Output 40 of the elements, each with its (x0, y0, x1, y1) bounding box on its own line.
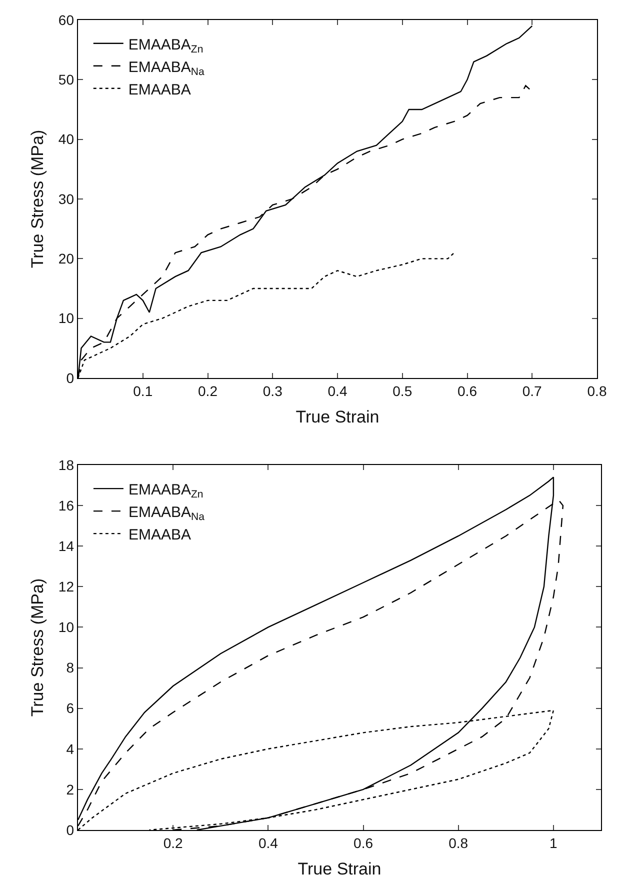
x-tick-label: 0.2 (163, 835, 184, 851)
x-tick-label: 0.6 (354, 835, 374, 851)
x-tick-label: 1 (550, 835, 558, 851)
x-axis-title: True Strain (298, 859, 382, 878)
x-tick-label: 0.4 (258, 835, 278, 851)
legend-label: EMAABA$_{Zn}$ (128, 36, 204, 56)
y-tick-label: 10 (58, 310, 74, 326)
x-tick-label: 0.8 (448, 835, 468, 851)
y-tick-label: 60 (58, 12, 74, 28)
y-tick-label: 16 (58, 497, 74, 514)
y-axis-title: True Stress (MPa) (28, 578, 48, 717)
y-tick-label: 40 (58, 131, 74, 148)
legend-label: EMAABA (128, 526, 191, 544)
y-tick-label: 12 (58, 578, 74, 595)
y-tick-label: 18 (58, 456, 74, 473)
x-tick-label: 0.2 (198, 383, 218, 399)
legend-label: EMAABA$_{Na}$ (128, 504, 205, 524)
y-tick-label: 2 (66, 781, 74, 798)
x-tick-label: 0.7 (522, 383, 542, 399)
legend-label: EMAABA$_{Na}$ (128, 58, 204, 78)
y-tick-label: 6 (66, 700, 74, 716)
x-tick-label: 0.6 (458, 383, 478, 399)
x-axis-title: True Strain (296, 407, 380, 426)
y-tick-label: 4 (66, 740, 74, 757)
x-tick-label: 0.5 (392, 383, 412, 399)
legend-label: EMAABA$_{Zn}$ (128, 481, 204, 501)
y-axis-title: True Stress (MPa) (28, 130, 48, 268)
legend-label: EMAABA (128, 81, 191, 98)
y-tick-label: 20 (58, 250, 74, 267)
y-tick-label: 14 (58, 538, 74, 554)
y-tick-label: 50 (58, 72, 74, 88)
x-tick-label: 0.3 (262, 383, 283, 399)
y-tick-label: 8 (66, 660, 74, 676)
x-tick-label: 0.4 (328, 383, 348, 399)
y-tick-label: 10 (58, 619, 74, 636)
y-tick-label: 0 (66, 370, 74, 386)
x-tick-label: 0.8 (587, 383, 607, 399)
y-tick-label: 0 (66, 822, 74, 838)
x-tick-label: 0.1 (133, 383, 153, 399)
y-tick-label: 30 (58, 190, 74, 207)
